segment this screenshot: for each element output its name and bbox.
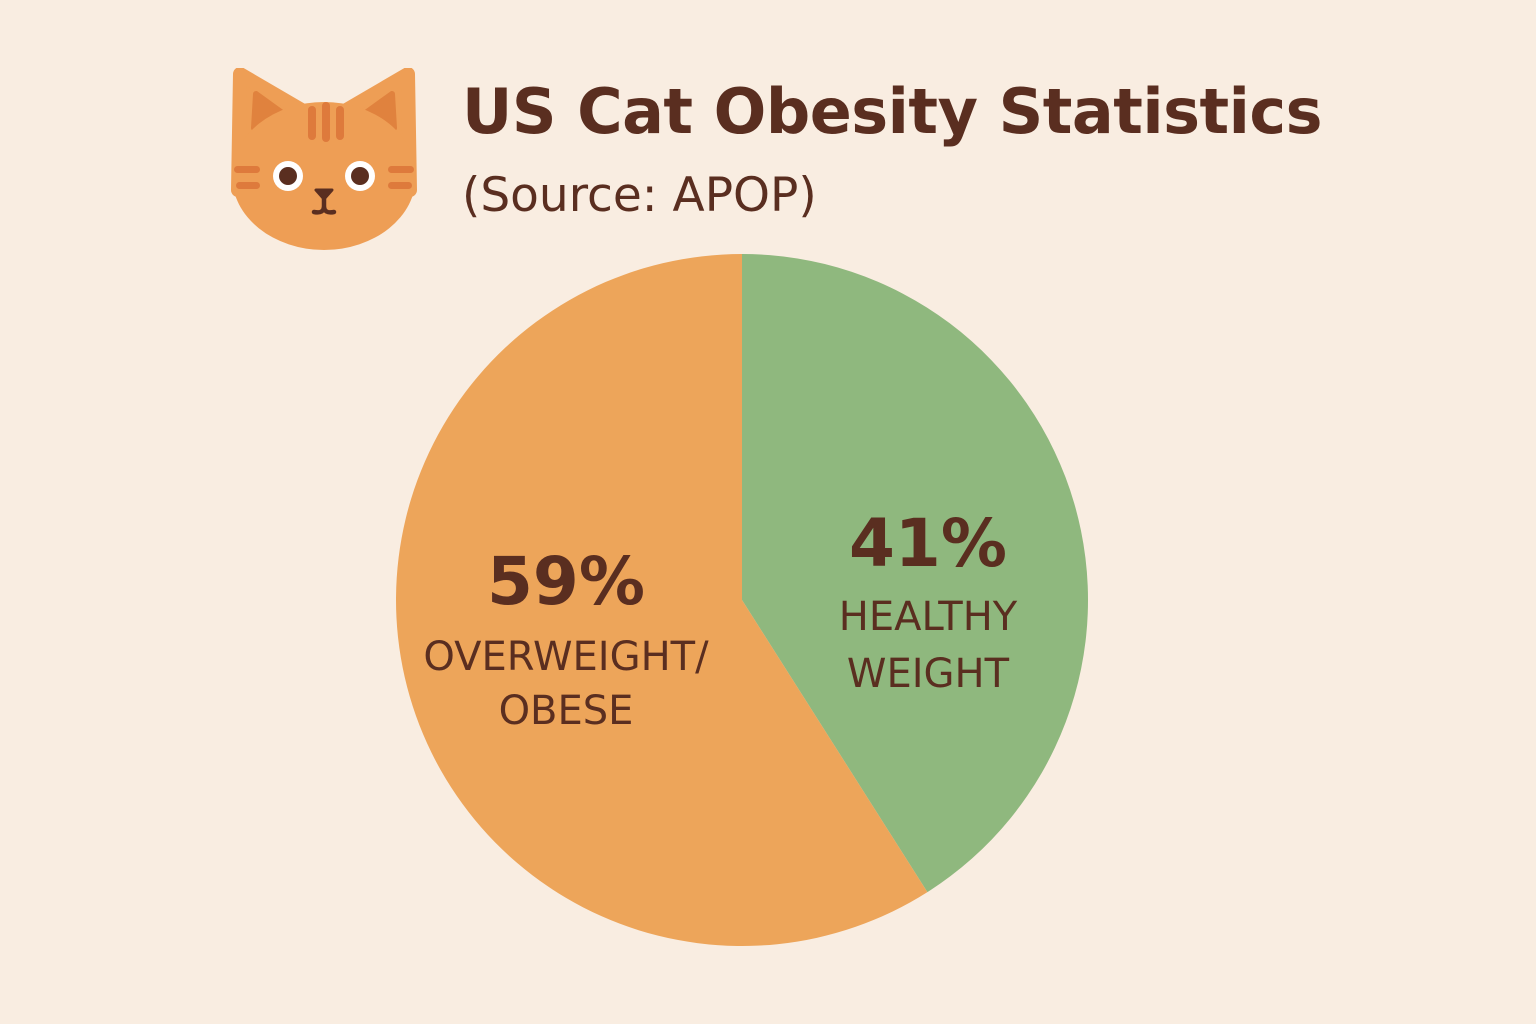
chart-title: US Cat Obesity Statistics [462, 75, 1323, 148]
slice-category-label: HEALTHY [839, 594, 1018, 640]
cat-face-icon [231, 68, 417, 250]
slice-category-label: OVERWEIGHT/ [423, 634, 709, 680]
pie-slices [396, 254, 1089, 946]
pie-labels: 41% HEALTHY WEIGHT 59% OVERWEIGHT/OBESE [423, 505, 1017, 734]
slice-percent-label: 59% [487, 543, 645, 620]
pie-slice-healthy [742, 254, 1089, 893]
pie-slice-overweight [396, 254, 928, 946]
chart-subtitle: (Source: APOP) [462, 168, 817, 223]
slice-category-label: OBESE [499, 688, 634, 734]
slice-percent-label: 41% [849, 505, 1007, 582]
slice-category-label: WEIGHT [847, 651, 1010, 697]
